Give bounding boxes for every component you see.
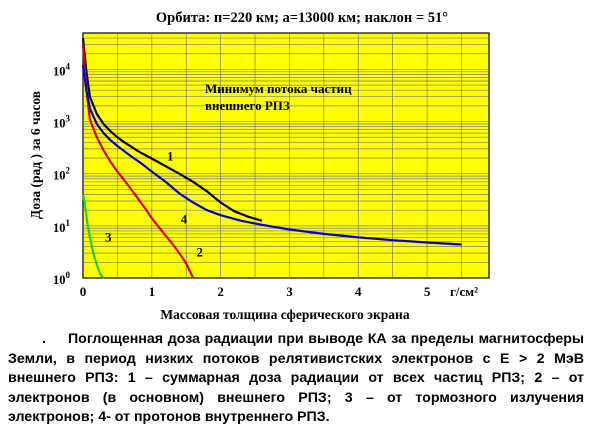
series-1-label: 1 [167,148,174,163]
series-3-line [81,194,105,279]
series-4-line [81,65,462,246]
series-2-label: 2 [197,244,204,259]
x-tick-label: 5 [424,284,431,299]
series-labels: 1 2 3 4 [105,148,203,259]
figure-caption: . Поглощенная доза радиации при выводе КА… [8,330,584,428]
y-axis-label: Доза (рад ) за 6 часов [28,91,43,219]
caption-marker: . [42,331,46,347]
chart-title: Орбита: п=220 км; а=13000 км; наклон = 5… [156,10,448,26]
series-2-line [81,44,195,279]
series-layer [81,37,462,279]
x-axis-label: Массовая толщина сферического экрана [160,307,409,322]
x-tick-label: 1 [149,284,156,299]
x-axis-ticks: 0 1 2 3 4 5 [80,284,431,299]
caption-text: Поглощенная доза радиации при выводе КА … [8,331,584,425]
annotation-line-1: Минимум потока частиц [205,81,352,96]
series-1-line [81,37,263,222]
series-3-label: 3 [105,230,112,245]
x-tick-label: 0 [80,284,87,299]
x-tick-label: 2 [217,284,224,299]
x-tick-label: 4 [355,284,362,299]
x-unit-label: г/см² [450,284,478,299]
x-tick-label: 3 [286,284,293,299]
dose-chart: Орбита: п=220 км; а=13000 км; наклон = 5… [28,10,490,322]
series-4-label: 4 [181,212,188,227]
annotation-line-2: внешнего РПЗ [205,98,290,113]
